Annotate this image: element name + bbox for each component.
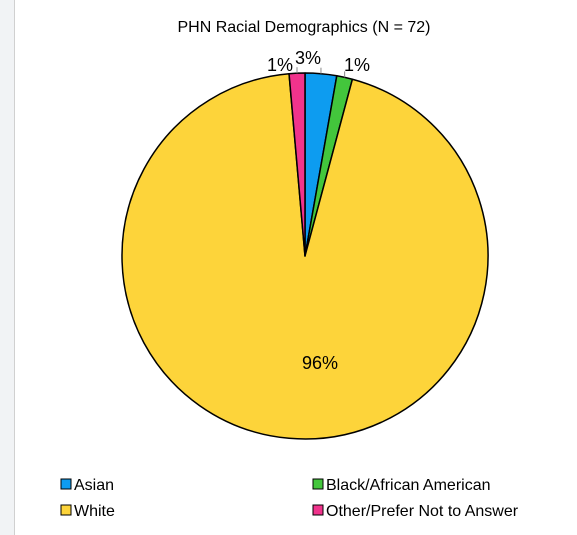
legend-swatch-white [60, 504, 72, 516]
legend-label-black-african-american: Black/African American [326, 477, 491, 494]
pie-slices [121, 72, 489, 440]
chart-title: PHN Racial Demographics (N = 72) [178, 19, 431, 36]
legend-label-asian: Asian [74, 477, 114, 494]
data-label-white: 96% [302, 353, 338, 373]
legend-item-black-african-american: Black/African American [312, 477, 491, 494]
legend-item-asian: Asian [60, 477, 114, 494]
data-labels: 3% 1%96%1% [267, 48, 370, 373]
chart-frame: PHN Racial Demographics (N = 72) 3% 1% 96%… [14, 0, 577, 535]
data-label-other-prefer-not-to-answer: 1% [267, 55, 293, 75]
legend-swatch-black-african-american [312, 478, 324, 490]
legend-swatch-asian [60, 478, 72, 490]
legend-item-other-prefer-not-to-answer: Other/Prefer Not to Answer [312, 503, 519, 520]
legend-label-white: White [74, 503, 115, 520]
data-label-asian: 3% [295, 48, 321, 68]
pie-chart: PHN Racial Demographics (N = 72) 3% 1%96%… [60, 19, 519, 520]
legend-label-other-prefer-not-to-answer: Other/Prefer Not to Answer [326, 503, 519, 520]
legend-item-white: White [60, 503, 115, 520]
legend-swatch-other-prefer-not-to-answer [312, 504, 324, 516]
pie-slice-other-prefer-not-to-answer [288, 72, 306, 257]
leader-lines [296, 67, 346, 78]
legend: Asian Black/African American White Other/Pr… [60, 477, 519, 520]
data-label-black-african-american: 1% [344, 55, 370, 75]
